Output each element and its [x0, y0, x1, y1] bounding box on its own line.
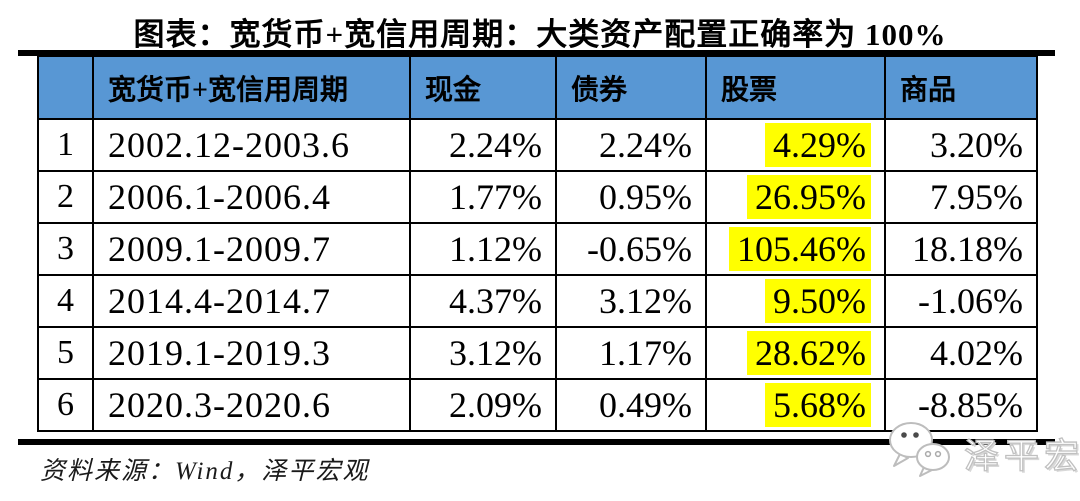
cell-commodity: 18.18%: [884, 222, 1038, 276]
cell-commodity: 3.20%: [884, 118, 1038, 172]
asset-allocation-table: 宽货币+宽信用周期 现金 债券 股票 商品 1 2002.12-2003.6 2.24% 2.…: [37, 55, 1038, 432]
cell-num: 2: [37, 170, 94, 224]
cell-period: 2019.1-2019.3: [92, 326, 411, 380]
cell-cash: 2.24%: [409, 118, 557, 172]
cell-cash: 2.09%: [409, 378, 557, 432]
column-header-4: 股票: [705, 55, 886, 120]
cell-bond: 0.95%: [555, 170, 707, 224]
header-row: 宽货币+宽信用周期 现金 债券 股票 商品: [37, 55, 1038, 120]
column-header-1: 宽货币+宽信用周期: [92, 55, 411, 120]
cell-period: 2002.12-2003.6: [92, 118, 411, 172]
cell-cash: 1.77%: [409, 170, 557, 224]
cell-bond: 0.49%: [555, 378, 707, 432]
cell-stock: 28.62%: [705, 326, 886, 380]
cell-commodity: -1.06%: [884, 274, 1038, 328]
cell-commodity: 4.02%: [884, 326, 1038, 380]
cell-num: 4: [37, 274, 94, 328]
cell-num: 3: [37, 222, 94, 276]
column-header-2: 现金: [409, 55, 557, 120]
table-row: 3 2009.1-2009.7 1.12% -0.65% 105.46% 18.18%: [37, 222, 1038, 276]
cell-commodity: -8.85%: [884, 378, 1038, 432]
highlighted-value: 4.29%: [765, 123, 871, 167]
highlighted-value: 26.95%: [747, 175, 871, 219]
cell-stock: 9.50%: [705, 274, 886, 328]
figure-title: 图表：宽货币+宽信用周期：大类资产配置正确率为 100%: [133, 17, 947, 52]
table-row: 2 2006.1-2006.4 1.77% 0.95% 26.95% 7.95%: [37, 170, 1038, 224]
top-rule: [18, 50, 1055, 56]
highlighted-value: 105.46%: [729, 227, 871, 271]
table-body: 1 2002.12-2003.6 2.24% 2.24% 4.29% 3.20% 2 2006…: [37, 118, 1038, 432]
source-note: 资料来源：Wind，泽平宏观: [40, 458, 370, 485]
cell-bond: 3.12%: [555, 274, 707, 328]
cell-stock: 26.95%: [705, 170, 886, 224]
cell-commodity: 7.95%: [884, 170, 1038, 224]
cell-cash: 4.37%: [409, 274, 557, 328]
column-header-3: 债券: [555, 55, 707, 120]
cell-bond: 1.17%: [555, 326, 707, 380]
table-header: 宽货币+宽信用周期 现金 债券 股票 商品: [37, 55, 1038, 120]
table-row: 1 2002.12-2003.6 2.24% 2.24% 4.29% 3.20%: [37, 118, 1038, 172]
highlighted-value: 9.50%: [765, 279, 871, 323]
cell-cash: 1.12%: [409, 222, 557, 276]
highlighted-value: 5.68%: [765, 383, 871, 427]
cell-stock: 105.46%: [705, 222, 886, 276]
cell-num: 5: [37, 326, 94, 380]
column-header-0: [37, 55, 94, 120]
bottom-rule: [18, 439, 1055, 445]
table-row: 5 2019.1-2019.3 3.12% 1.17% 28.62% 4.02%: [37, 326, 1038, 380]
cell-cash: 3.12%: [409, 326, 557, 380]
cell-period: 2009.1-2009.7: [92, 222, 411, 276]
cell-bond: -0.65%: [555, 222, 707, 276]
cell-period: 2020.3-2020.6: [92, 378, 411, 432]
cell-period: 2014.4-2014.7: [92, 274, 411, 328]
cell-stock: 4.29%: [705, 118, 886, 172]
brand-watermark: 泽平宏观: [886, 421, 1080, 477]
table-row: 4 2014.4-2014.7 4.37% 3.12% 9.50% -1.06%: [37, 274, 1038, 328]
cell-num: 1: [37, 118, 94, 172]
highlighted-value: 28.62%: [747, 331, 871, 375]
brand-name: 泽平宏观: [963, 436, 1080, 476]
cell-num: 6: [37, 378, 94, 432]
cell-bond: 2.24%: [555, 118, 707, 172]
cell-period: 2006.1-2006.4: [92, 170, 411, 224]
table-row: 6 2020.3-2020.6 2.09% 0.49% 5.68% -8.85%: [37, 378, 1038, 432]
column-header-5: 商品: [884, 55, 1038, 120]
cell-stock: 5.68%: [705, 378, 886, 432]
wechat-icon: [889, 422, 950, 477]
